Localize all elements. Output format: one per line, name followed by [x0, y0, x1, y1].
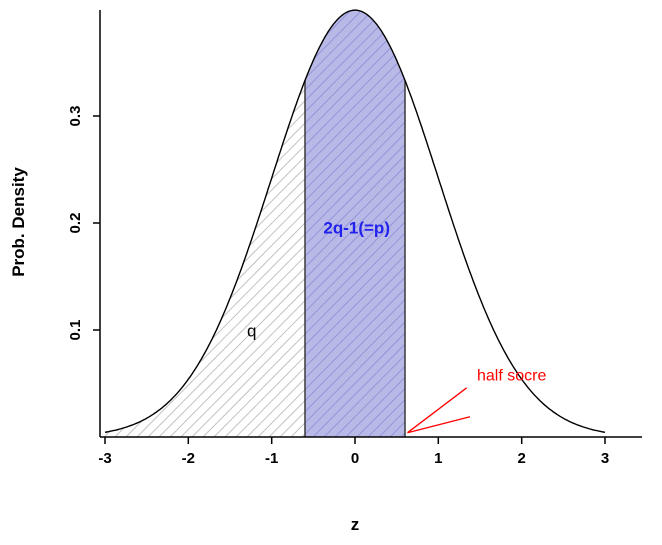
x-axis-title: z — [351, 515, 360, 534]
p-region-fill — [305, 10, 405, 437]
x-tick-label: 3 — [601, 450, 609, 467]
p-region-label: 2q-1(=p) — [323, 219, 390, 238]
x-tick-label: -3 — [98, 450, 111, 467]
x-tick-label: 2 — [518, 450, 526, 467]
chart-generated-layer: -3 -2 -1 0 1 2 3 0.1 0.2 0.3 q 2q-1(=p) half socre — [67, 9, 642, 467]
y-tick-label: 0.3 — [67, 106, 84, 127]
x-tick-label: 0 — [351, 450, 359, 467]
annotation-pointer-line — [407, 416, 471, 434]
y-tick-label: 0.2 — [67, 213, 84, 234]
q-region-label: q — [247, 321, 256, 340]
x-tick-label: 1 — [434, 450, 442, 467]
y-tick-label: 0.1 — [67, 320, 84, 341]
p-region-hatch — [305, 10, 405, 437]
x-tick-label: -2 — [182, 450, 195, 467]
annotation-text: half socre — [477, 367, 546, 384]
x-tick-label: -1 — [265, 450, 278, 467]
annotation-pointer-line — [407, 387, 468, 434]
density-curve — [104, 9, 606, 433]
y-axis-title: Prob. Density — [9, 167, 28, 277]
